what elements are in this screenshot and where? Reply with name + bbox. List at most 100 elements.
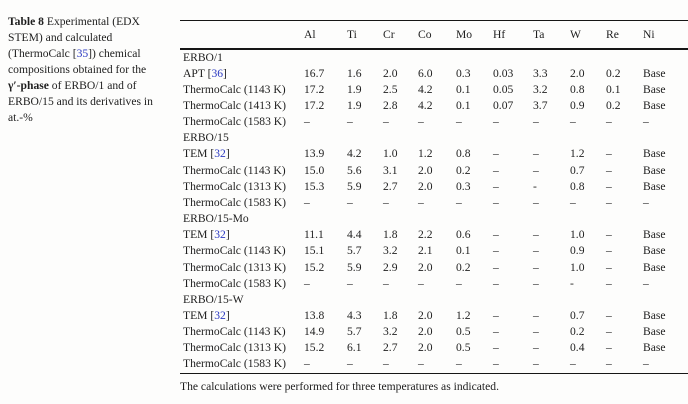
table-caption: Table 8 Experimental (EDX STEM) and calcu… (8, 14, 176, 126)
cell-value: 4.2 (347, 147, 362, 161)
cell-value (606, 211, 643, 227)
cell-value: – (533, 195, 539, 209)
cell-value: 0.2 (606, 98, 621, 112)
cell-value (493, 49, 533, 66)
cell-value: 1.9 (347, 82, 362, 96)
cell-value: – (304, 195, 310, 209)
cell-value: – (606, 357, 612, 371)
cell-value (643, 130, 688, 146)
cell-value: – (347, 276, 353, 290)
row-label: TEM [32] (183, 309, 230, 322)
column-header-Co: Co (418, 20, 456, 50)
cell-value (383, 49, 418, 66)
citation-link[interactable]: 36 (211, 66, 224, 80)
table-row: ThermoCalc (1143 K) 15.1 5.7 3.2 2.1 0.1 – – 0.9… (180, 243, 688, 259)
cell-value: – (493, 228, 499, 242)
cell-value: – (418, 276, 424, 290)
caption-text: STEM) and calculated (8, 31, 113, 44)
cell-value: 1.2 (570, 147, 585, 161)
table-row: ThermoCalc (1583 K) – – – – – – – – – – (180, 195, 688, 211)
cell-value: – (533, 115, 539, 129)
cell-value: 0.9 (570, 98, 585, 112)
cell-value: 0.2 (456, 163, 471, 177)
cell-value: 2.0 (383, 66, 398, 80)
table-row: ThermoCalc (1583 K) – – – – – – – – – – (180, 114, 688, 130)
cell-value: 3.3 (533, 66, 548, 80)
cell-value: 11.1 (304, 228, 324, 242)
cell-value: 2.7 (383, 179, 398, 193)
cell-value (570, 211, 606, 227)
cell-value: – (347, 115, 353, 129)
row-label: ThermoCalc (1143 K) (183, 325, 286, 339)
cell-value: – (606, 195, 612, 209)
cell-value: – (606, 147, 612, 161)
cell-value: – (533, 341, 539, 355)
cell-value: 4.2 (418, 98, 433, 112)
caption-text: Experimental (EDX (43, 15, 140, 28)
row-label: ThermoCalc (1313 K) (183, 341, 287, 355)
cell-value (456, 130, 493, 146)
cell-value: 2.0 (418, 325, 433, 339)
cell-value: Base (643, 325, 666, 339)
cell-value: 4.3 (347, 309, 362, 322)
citation-link[interactable]: 32 (214, 147, 226, 161)
cell-value: 2.9 (383, 260, 398, 274)
row-label: ThermoCalc (1313 K) (183, 260, 287, 274)
cell-value: – (643, 115, 649, 129)
cell-value: 0.7 (570, 309, 585, 322)
cell-value: 15.1 (304, 244, 325, 258)
cell-value (643, 49, 688, 66)
cell-value: – (533, 228, 539, 242)
cell-value: – (347, 195, 353, 209)
cell-value: 13.8 (304, 309, 325, 322)
cell-value: 2.0 (418, 163, 433, 177)
citation-link[interactable]: 35 (76, 47, 89, 60)
cell-value: 0.4 (570, 341, 585, 355)
cell-value: - (533, 179, 537, 193)
group-label: ERBO/15 (183, 131, 229, 145)
cell-value: 2.1 (418, 244, 433, 258)
cell-value: – (418, 195, 424, 209)
row-label: ThermoCalc (1583 K) (183, 195, 287, 209)
cell-value: 3.7 (533, 98, 548, 112)
cell-value: 15.2 (304, 341, 325, 355)
cell-value: 5.6 (347, 163, 362, 177)
cell-value: Base (643, 309, 666, 322)
cell-value: 0.8 (456, 147, 471, 161)
cell-value: – (533, 147, 539, 161)
cell-value: – (533, 244, 539, 258)
cell-value: 0.5 (456, 341, 471, 355)
column-header-Al: Al (304, 20, 347, 50)
cell-value: 3.2 (533, 82, 548, 96)
cell-value (606, 292, 643, 308)
caption-text: (ThermoCalc [ (8, 47, 77, 60)
group-row: ERBO/15-W (180, 292, 688, 308)
cell-value: 15.0 (304, 163, 325, 177)
cell-value: 2.0 (418, 341, 433, 355)
cell-value (347, 49, 383, 66)
column-header-Ni: Ni (643, 20, 688, 50)
table-header-row: Al Ti Cr Co Mo Hf Ta W Re Ni (180, 20, 688, 50)
cell-value: Base (643, 244, 666, 258)
cell-value: – (606, 325, 612, 339)
cell-value (347, 130, 383, 146)
cell-value: – (383, 357, 389, 371)
table-row: ThermoCalc (1313 K) 15.2 5.9 2.9 2.0 0.2 – – 1.0… (180, 260, 688, 276)
cell-value: – (570, 115, 576, 129)
column-header-empty (180, 20, 304, 50)
cell-value: 3.2 (383, 244, 398, 258)
cell-value: Base (643, 147, 666, 161)
caption-line: γ′-phase of ERBO/1 and of (8, 78, 176, 94)
citation-link[interactable]: 32 (214, 309, 226, 322)
cell-value: 2.8 (383, 98, 398, 112)
cell-value: - (570, 276, 574, 290)
group-label: ERBO/15-Mo (183, 212, 249, 226)
citation-link[interactable]: 32 (214, 228, 226, 242)
table-row: TEM [32] 13.9 4.2 1.0 1.2 0.8 – – 1.2 – Base (180, 146, 688, 162)
caption-line: Table 8 Experimental (EDX (8, 14, 176, 30)
column-header-W: W (570, 20, 606, 50)
row-label: ThermoCalc (1313 K) (183, 179, 287, 193)
cell-value: – (493, 309, 499, 322)
cell-value: 0.2 (570, 325, 585, 339)
cell-value: 1.9 (347, 98, 362, 112)
